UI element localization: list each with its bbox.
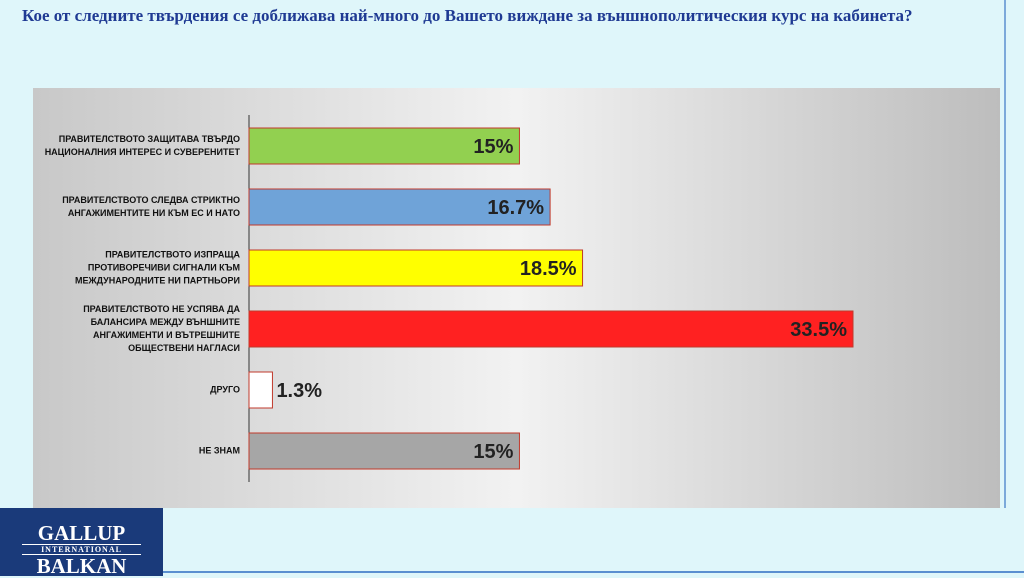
value-label: 33.5%	[790, 319, 847, 341]
category-label: НЕ ЗНАМ	[198, 445, 240, 456]
logo-text: INTERNATIONAL	[22, 544, 141, 555]
category-label: ДРУГО	[210, 384, 240, 395]
bar	[248, 188, 551, 226]
bar	[248, 249, 584, 287]
chart-title: Кое от следните твърдения се доближава н…	[22, 6, 913, 25]
value-label: 15%	[473, 441, 513, 463]
category-label: ПРАВИТЕЛСТВОТО НЕ УСПЯВА ДА БАЛАНСИРА МЕ…	[83, 304, 240, 353]
value-label: 15%	[473, 136, 513, 158]
bar	[248, 310, 854, 348]
value-label: 1.3%	[276, 380, 322, 402]
bar	[248, 127, 520, 165]
bar	[248, 371, 273, 409]
category-label: ПРАВИТЕЛСТВОТО ЗАЩИТАВА ТВЪРДО НАЦИОНАЛН…	[44, 134, 240, 157]
value-label: 16.7%	[487, 197, 544, 219]
bar	[248, 432, 520, 470]
value-label: 18.5%	[520, 258, 577, 280]
logo-text: GALLUP	[37, 521, 126, 545]
logo-text: BALKAN	[36, 554, 127, 578]
category-label: ПРАВИТЕЛСТВОТО ИЗПРАЩА ПРОТИВОРЕЧИВИ СИГ…	[74, 249, 240, 286]
logo: GALLUP INTERNATIONAL BALKAN	[0, 508, 163, 578]
category-label: ПРАВИТЕЛСТВОТО СЛЕДВА СТРИКТНО АНГАЖИМЕН…	[62, 195, 240, 218]
